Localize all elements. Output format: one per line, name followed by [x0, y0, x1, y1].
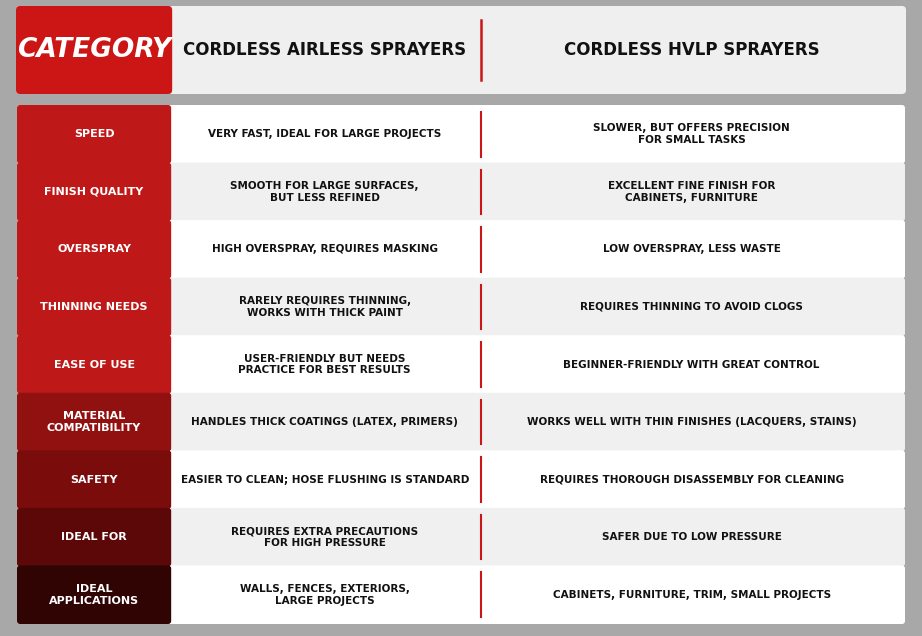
FancyBboxPatch shape: [17, 508, 171, 567]
Text: REQUIRES THOROUGH DISASSEMBLY FOR CLEANING: REQUIRES THOROUGH DISASSEMBLY FOR CLEANI…: [539, 474, 844, 485]
Text: BEGINNER-FRIENDLY WITH GREAT CONTROL: BEGINNER-FRIENDLY WITH GREAT CONTROL: [563, 359, 820, 370]
Text: EXCELLENT FINE FINISH FOR
CABINETS, FURNITURE: EXCELLENT FINE FINISH FOR CABINETS, FURN…: [608, 181, 775, 203]
FancyBboxPatch shape: [16, 6, 172, 94]
Text: SAFETY: SAFETY: [70, 474, 118, 485]
FancyBboxPatch shape: [17, 163, 905, 221]
FancyBboxPatch shape: [17, 220, 905, 279]
FancyBboxPatch shape: [17, 393, 905, 452]
Text: SLOWER, BUT OFFERS PRECISION
FOR SMALL TASKS: SLOWER, BUT OFFERS PRECISION FOR SMALL T…: [593, 123, 790, 145]
Text: EASIER TO CLEAN; HOSE FLUSHING IS STANDARD: EASIER TO CLEAN; HOSE FLUSHING IS STANDA…: [181, 474, 469, 485]
Text: FINISH QUALITY: FINISH QUALITY: [44, 187, 144, 197]
Text: WALLS, FENCES, EXTERIORS,
LARGE PROJECTS: WALLS, FENCES, EXTERIORS, LARGE PROJECTS: [240, 584, 409, 605]
FancyBboxPatch shape: [17, 278, 905, 336]
FancyBboxPatch shape: [17, 220, 171, 279]
Text: RARELY REQUIRES THINNING,
WORKS WITH THICK PAINT: RARELY REQUIRES THINNING, WORKS WITH THI…: [239, 296, 411, 318]
Text: VERY FAST, IDEAL FOR LARGE PROJECTS: VERY FAST, IDEAL FOR LARGE PROJECTS: [208, 129, 442, 139]
FancyBboxPatch shape: [17, 450, 905, 509]
Text: IDEAL
APPLICATIONS: IDEAL APPLICATIONS: [49, 584, 139, 605]
Text: USER-FRIENDLY BUT NEEDS
PRACTICE FOR BEST RESULTS: USER-FRIENDLY BUT NEEDS PRACTICE FOR BES…: [239, 354, 411, 375]
Text: IDEAL FOR: IDEAL FOR: [61, 532, 127, 542]
FancyBboxPatch shape: [17, 335, 905, 394]
Text: OVERSPRAY: OVERSPRAY: [57, 244, 131, 254]
FancyBboxPatch shape: [17, 278, 171, 336]
Text: CORDLESS HVLP SPRAYERS: CORDLESS HVLP SPRAYERS: [564, 41, 820, 59]
FancyBboxPatch shape: [17, 105, 905, 163]
Text: THINNING NEEDS: THINNING NEEDS: [41, 302, 148, 312]
Text: WORKS WELL WITH THIN FINISHES (LACQUERS, STAINS): WORKS WELL WITH THIN FINISHES (LACQUERS,…: [526, 417, 857, 427]
FancyBboxPatch shape: [17, 335, 171, 394]
FancyBboxPatch shape: [17, 565, 905, 624]
FancyBboxPatch shape: [16, 6, 906, 94]
Text: CATEGORY: CATEGORY: [17, 37, 171, 63]
FancyBboxPatch shape: [17, 565, 171, 624]
Text: HIGH OVERSPRAY, REQUIRES MASKING: HIGH OVERSPRAY, REQUIRES MASKING: [212, 244, 438, 254]
FancyBboxPatch shape: [17, 393, 171, 452]
Text: SMOOTH FOR LARGE SURFACES,
BUT LESS REFINED: SMOOTH FOR LARGE SURFACES, BUT LESS REFI…: [230, 181, 419, 203]
Text: REQUIRES THINNING TO AVOID CLOGS: REQUIRES THINNING TO AVOID CLOGS: [580, 302, 803, 312]
Text: HANDLES THICK COATINGS (LATEX, PRIMERS): HANDLES THICK COATINGS (LATEX, PRIMERS): [191, 417, 458, 427]
FancyBboxPatch shape: [17, 450, 171, 509]
Text: SPEED: SPEED: [74, 129, 114, 139]
FancyBboxPatch shape: [17, 105, 171, 163]
FancyBboxPatch shape: [17, 508, 905, 567]
Text: CABINETS, FURNITURE, TRIM, SMALL PROJECTS: CABINETS, FURNITURE, TRIM, SMALL PROJECT…: [552, 590, 831, 600]
Text: CORDLESS AIRLESS SPRAYERS: CORDLESS AIRLESS SPRAYERS: [183, 41, 467, 59]
Text: SAFER DUE TO LOW PRESSURE: SAFER DUE TO LOW PRESSURE: [602, 532, 782, 542]
Text: MATERIAL
COMPATIBILITY: MATERIAL COMPATIBILITY: [47, 411, 141, 433]
FancyBboxPatch shape: [17, 163, 171, 221]
Text: LOW OVERSPRAY, LESS WASTE: LOW OVERSPRAY, LESS WASTE: [603, 244, 781, 254]
Text: EASE OF USE: EASE OF USE: [53, 359, 135, 370]
Text: REQUIRES EXTRA PRECAUTIONS
FOR HIGH PRESSURE: REQUIRES EXTRA PRECAUTIONS FOR HIGH PRES…: [231, 527, 419, 548]
